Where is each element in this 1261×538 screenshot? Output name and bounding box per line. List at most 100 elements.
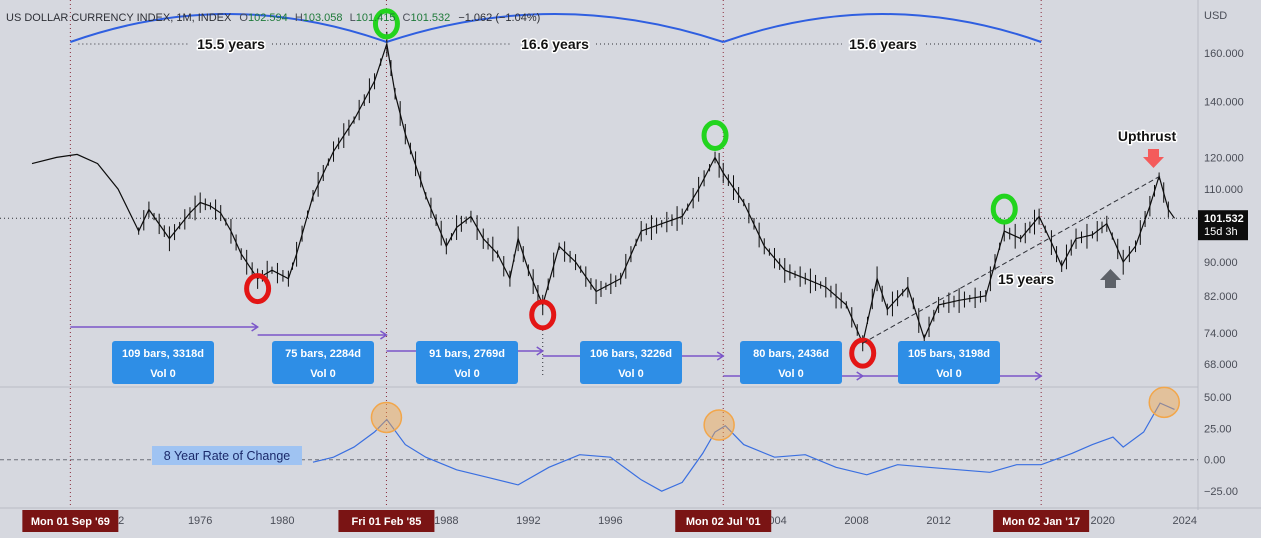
measure-box-vol: Vol 0 [310, 368, 335, 380]
measure-arrow-2 [536, 346, 545, 356]
change-value: −1.062 (−1.04%) [458, 12, 540, 24]
roc-line [312, 402, 1175, 492]
bar-countdown: 15d 3h [1204, 226, 1238, 238]
roc-series [312, 402, 1175, 492]
measure-box-3: 106 bars, 3226d Vol 0 [580, 341, 682, 384]
measure-box-bg [272, 341, 374, 384]
measure-box-bars: 75 bars, 2284d [285, 348, 361, 360]
roc-peak-circle-0 [370, 401, 403, 434]
cycle-label-2: 15.6 years [849, 36, 917, 52]
date-badge-2: Mon 02 Jul '01 [675, 510, 772, 532]
measure-box-bars: 80 bars, 2436d [753, 348, 829, 360]
chart-header: US DOLLAR CURRENCY INDEX, 1M, INDEX O102… [6, 12, 540, 24]
date-badge-label: Mon 02 Jan '17 [1002, 516, 1080, 528]
date-badge-1: Fri 01 Feb '85 [338, 510, 435, 532]
measure-arrow-4 [856, 371, 865, 381]
date-badge-label: Fri 01 Feb '85 [352, 516, 422, 528]
roc-tick-0: 50.00 [1204, 392, 1232, 404]
date-badge-bg [993, 510, 1090, 532]
last-price-value: 101.532 [1204, 213, 1244, 225]
measure-arrow-3 [716, 351, 725, 361]
measure-arrow-0 [251, 322, 259, 332]
roc-tick-3: −25.00 [1204, 486, 1238, 498]
measure-box-bg [416, 341, 518, 384]
measure-box-vol: Vol 0 [150, 368, 175, 380]
date-badge-bg [22, 510, 119, 532]
measure-box-1: 75 bars, 2284d Vol 0 [272, 341, 374, 384]
measure-box-vol: Vol 0 [454, 368, 479, 380]
price-tick-7: 68.000 [1204, 359, 1238, 371]
roc-tick-1: 25.00 [1204, 423, 1232, 435]
price-axis-unit: USD [1204, 10, 1227, 22]
date-badge-label: Mon 02 Jul '01 [686, 516, 761, 528]
date-badge-bg [338, 510, 435, 532]
price-tick-4: 90.000 [1204, 257, 1238, 269]
date-badge-0: Mon 01 Sep '69 [22, 510, 119, 532]
cycle-arc-1 [386, 13, 724, 43]
cycle-arc-2 [722, 13, 1042, 43]
upthrust-arrow-icon [1143, 149, 1164, 168]
time-tick-4: 1988 [434, 515, 458, 527]
roc-label: 8 Year Rate of Change [164, 449, 291, 463]
measure-box-vol: Vol 0 [618, 368, 643, 380]
time-tick-9: 2008 [844, 515, 868, 527]
price-tick-1: 140.000 [1204, 96, 1244, 108]
peak-marker-0 [372, 8, 400, 40]
symbol-title: US DOLLAR CURRENCY INDEX, 1M, INDEX [6, 12, 232, 24]
peak-marker-2 [990, 193, 1018, 225]
measure-box-bars: 91 bars, 2769d [429, 348, 505, 360]
peak-marker-1 [701, 119, 729, 151]
trough-marker-0 [244, 273, 272, 305]
trough-marker-2 [849, 337, 877, 369]
high-value: 103.058 [303, 12, 343, 24]
roc-tick-2: 0.00 [1204, 455, 1225, 467]
measure-box-bars: 106 bars, 3226d [590, 348, 672, 360]
measure-box-2: 91 bars, 2769d Vol 0 [416, 341, 518, 384]
low-label: L [350, 12, 356, 24]
measure-box-bg [740, 341, 842, 384]
time-tick-5: 1992 [516, 515, 540, 527]
last-price-badge [1198, 210, 1248, 241]
time-tick-1: 1976 [188, 515, 212, 527]
roc-peak-circle-2 [1148, 386, 1180, 419]
time-tick-12: 2020 [1090, 515, 1114, 527]
cycle-label-0: 15.5 years [197, 36, 265, 52]
date-badge-3: Mon 02 Jan '17 [993, 510, 1090, 532]
time-tick-13: 2024 [1173, 515, 1197, 527]
measure-arrow-5 [1034, 371, 1043, 381]
price-tick-3: 110.000 [1204, 184, 1243, 196]
time-tick-10: 2012 [926, 515, 950, 527]
measure-box-bars: 109 bars, 3318d [122, 348, 204, 360]
cycle-label-1: 16.6 years [521, 36, 589, 52]
price-tick-2: 120.000 [1204, 152, 1244, 164]
measure-box-4: 80 bars, 2436d Vol 0 [740, 341, 842, 384]
time-tick-2: 1980 [270, 515, 294, 527]
axes: USD 160.000 140.000 120.000 110.000 90.000 82.… [22, 10, 1248, 532]
date-badge-bg [675, 510, 772, 532]
trend-line [862, 175, 1161, 344]
close-value: 101.532 [411, 12, 451, 24]
price-tick-5: 82.000 [1204, 291, 1238, 303]
open-value: 102.594 [248, 12, 288, 24]
measure-box-bars: 105 bars, 3198d [908, 348, 990, 360]
price-tick-0: 160.000 [1204, 48, 1244, 60]
price-series [31, 31, 1175, 352]
measure-box-bg [898, 341, 1000, 384]
roc-label-bg [152, 446, 302, 465]
trough-marker-1 [529, 299, 557, 331]
trend-years-label: 15 years [998, 271, 1054, 287]
cycle-arc-0 [70, 13, 387, 43]
vertical-markers [69, 0, 1042, 508]
price-tick-6: 74.000 [1204, 328, 1238, 340]
upthrust-label: Upthrust [1118, 128, 1177, 144]
spring-arrow-icon [1100, 269, 1121, 288]
open-label: O [239, 12, 248, 24]
date-badge-label: Mon 01 Sep '69 [31, 516, 110, 528]
measure-box-5: 105 bars, 3198d Vol 0 [898, 341, 1000, 384]
measure-box-vol: Vol 0 [778, 368, 803, 380]
measure-box-0: 109 bars, 3318d Vol 0 [112, 341, 214, 384]
measure-box-vol: Vol 0 [936, 368, 961, 380]
